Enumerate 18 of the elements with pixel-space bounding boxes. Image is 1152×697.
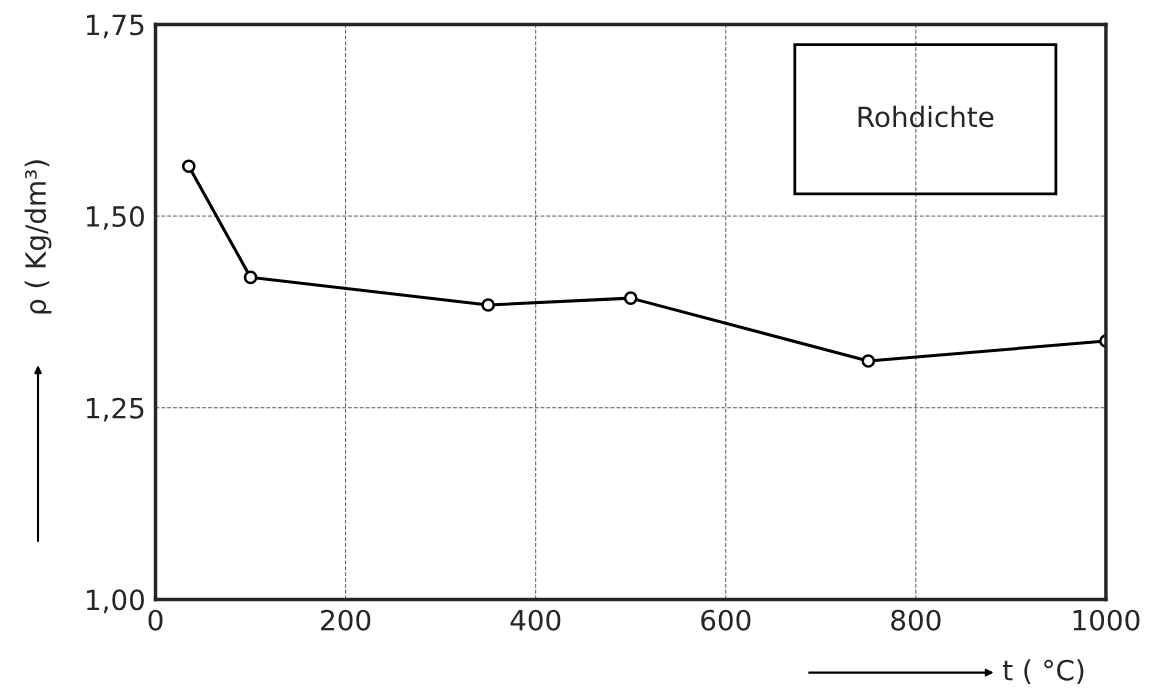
y-tick-label: 1,50 xyxy=(87,206,144,230)
point xyxy=(181,159,196,174)
point xyxy=(623,291,638,305)
annotation: Rohdichte xyxy=(858,105,994,128)
point xyxy=(243,270,258,285)
x-tick-label: 600 xyxy=(701,609,751,631)
x-tick-label: 800 xyxy=(891,609,941,631)
x-tick-label: 0 xyxy=(148,609,163,631)
x-tick-label: 400 xyxy=(510,609,561,631)
y-tick-label: 1,00 xyxy=(87,589,144,614)
point xyxy=(481,298,495,312)
x-axis-title: t ( °C) xyxy=(1002,659,1084,684)
x-tick-label: 200 xyxy=(321,609,371,631)
y-tick-label: 1,75 xyxy=(87,14,144,39)
point xyxy=(861,354,876,368)
x-tick-label: 1000 xyxy=(1073,609,1140,631)
y-tick-label: 1,25 xyxy=(87,397,144,422)
y-axis-title: ρ ( Kg/dm³) xyxy=(24,160,52,314)
